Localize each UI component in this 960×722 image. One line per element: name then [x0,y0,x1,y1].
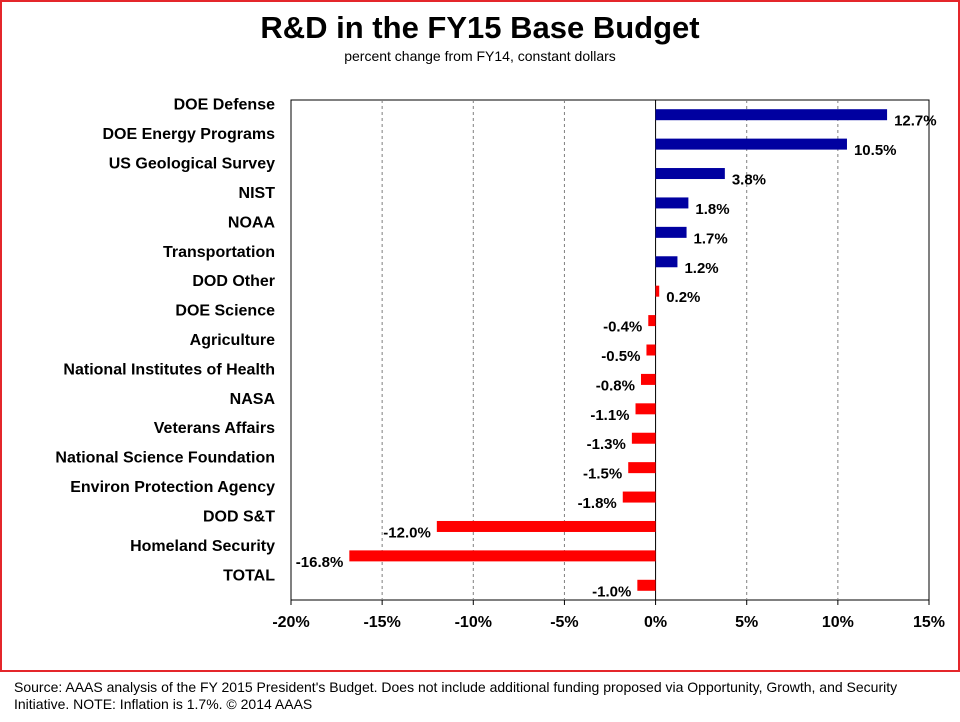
category-label: National Institutes of Health [63,361,275,378]
data-label: 12.7% [894,113,937,130]
data-label: -1.3% [587,436,626,453]
data-label: -1.1% [590,407,629,424]
bar [655,256,678,268]
x-tick-label: -5% [550,614,578,631]
bar [631,432,656,444]
x-tick-label: 0% [644,614,667,631]
data-label: -1.5% [583,466,622,483]
bar [628,462,656,474]
data-label: 3.8% [732,172,766,189]
category-label: Transportation [163,244,275,261]
bar [349,550,656,562]
source-note: Source: AAAS analysis of the FY 2015 Pre… [14,679,898,712]
chart-subtitle: percent change from FY14, constant dolla… [344,48,616,64]
x-tick-label: -20% [272,614,309,631]
bar [655,109,888,121]
data-label: -16.8% [296,554,344,571]
data-label: -0.5% [601,348,640,365]
x-tick-label: -15% [363,614,400,631]
data-label: 1.2% [684,260,718,277]
category-label: National Science Foundation [55,450,275,467]
category-label: NASA [230,391,276,408]
category-label: US Geological Survey [109,156,275,173]
bar [622,491,656,503]
bar [648,315,656,327]
x-tick-label: 15% [913,614,945,631]
x-tick-label: -10% [455,614,492,631]
category-label: DOE Defense [174,97,275,114]
category-label: DOD Other [192,273,275,290]
bar [655,138,847,150]
data-label: -0.8% [596,377,635,394]
x-tick-label: 5% [735,614,758,631]
data-label: -12.0% [383,524,431,541]
bar [655,197,689,209]
category-label: Veterans Affairs [154,420,275,437]
category-label: DOE Energy Programs [103,126,276,143]
category-label: NIST [239,185,276,202]
bar [646,344,656,356]
category-label: Homeland Security [130,538,275,555]
data-label: -1.0% [592,583,631,600]
data-label: 1.7% [694,230,728,247]
category-label: Environ Protection Agency [70,479,275,496]
category-label: DOE Science [175,303,275,320]
bar [436,520,656,532]
bar [640,373,656,385]
category-label: Agriculture [190,332,275,349]
category-label: TOTAL [223,567,275,584]
data-label: -1.8% [578,495,617,512]
data-label: 0.2% [666,289,700,306]
bar [637,579,656,591]
x-tick-label: 10% [822,614,854,631]
footer-band [0,670,960,722]
bar [655,226,687,238]
data-label: -0.4% [603,319,642,336]
bar [655,285,660,297]
plot-area [290,99,930,601]
category-label: NOAA [228,214,276,231]
data-label: 1.8% [695,201,729,218]
bar [635,403,656,415]
bar [655,168,725,180]
data-label: 10.5% [854,142,897,159]
chart-title: R&D in the FY15 Base Budget [260,10,700,45]
category-label: DOD S&T [203,508,275,525]
